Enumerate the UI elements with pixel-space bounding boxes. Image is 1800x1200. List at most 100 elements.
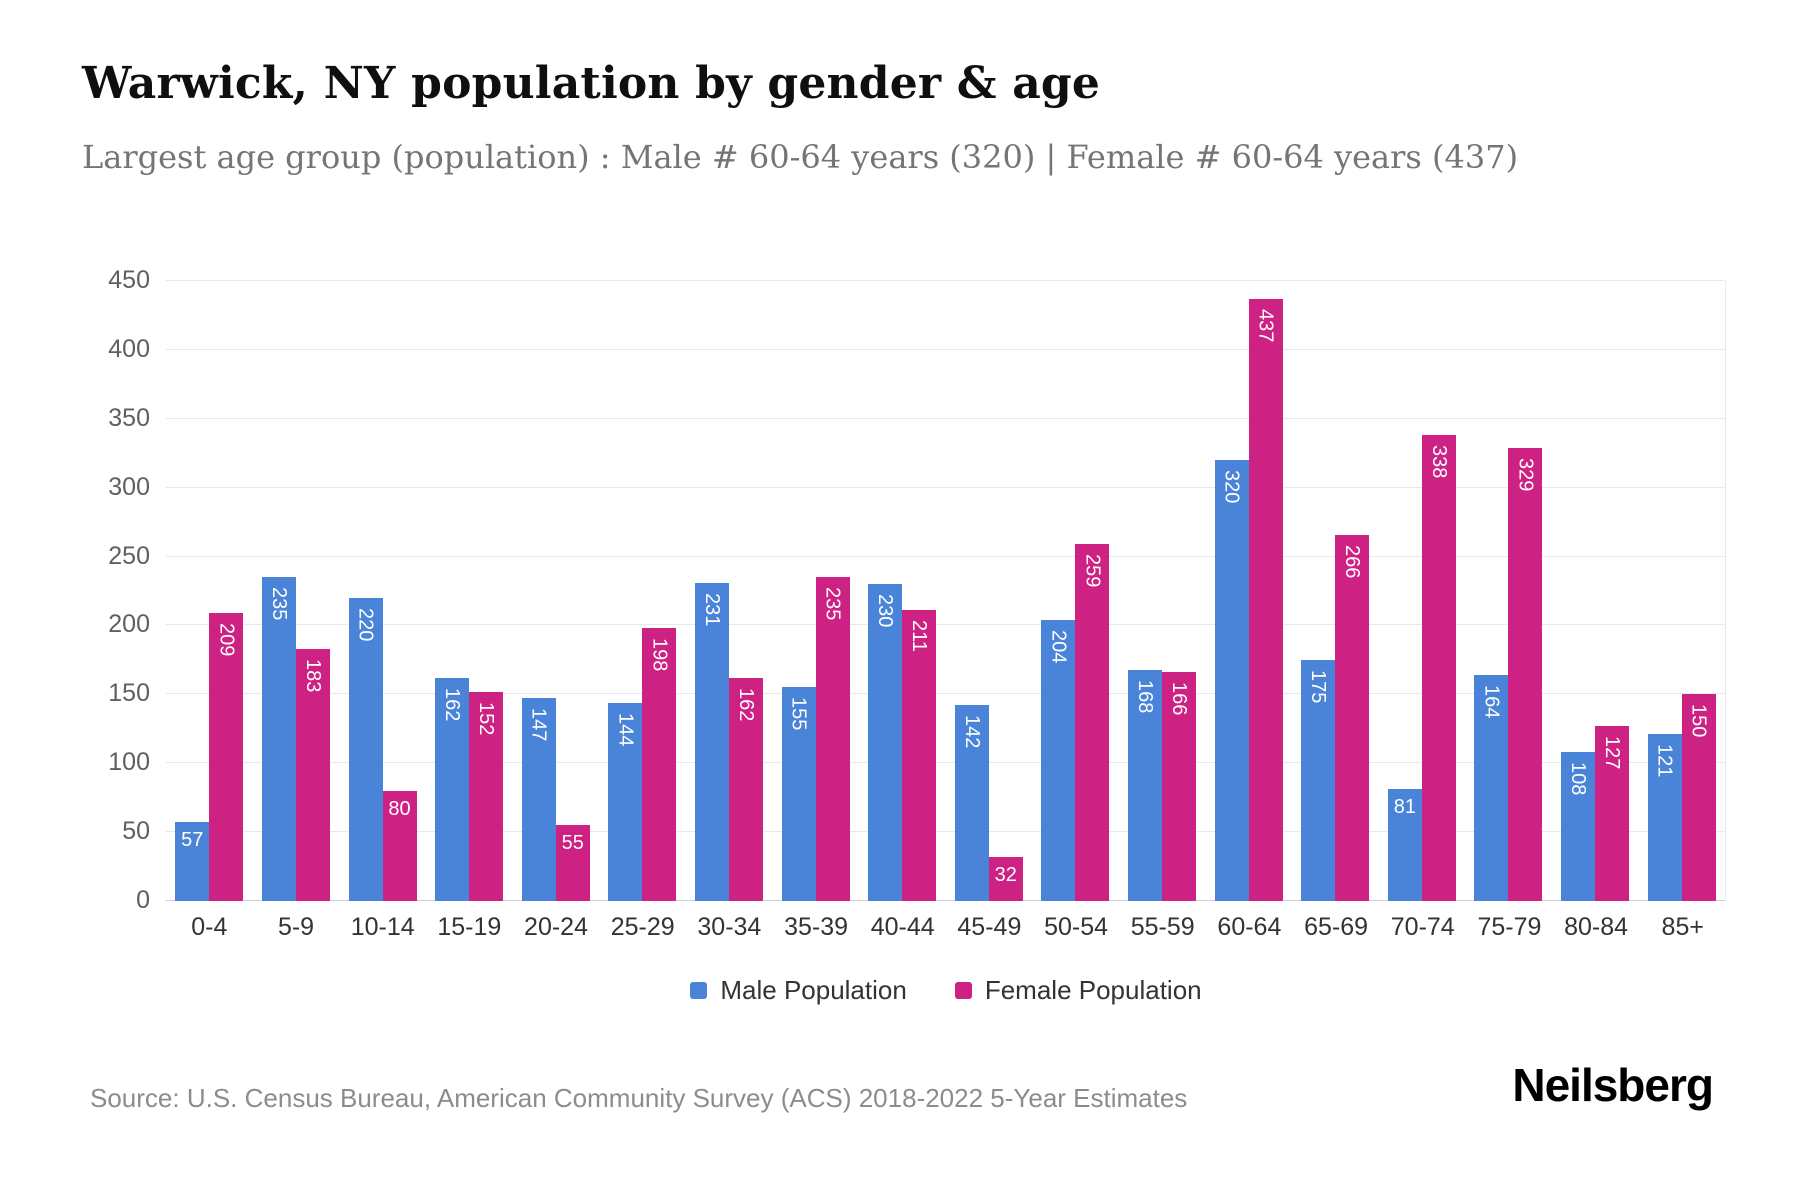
bar-value-label: 162 — [734, 687, 757, 722]
bar-group-5-9: 235 183 — [253, 281, 340, 901]
bar-value-label: 142 — [960, 715, 983, 749]
bar-female-40-44[interactable]: 211 — [902, 610, 937, 901]
bar-female-10-14[interactable]: 80 — [382, 790, 417, 901]
bar-group-0-4: 57 209 — [166, 281, 253, 901]
bar-group-55-59: 168 166 — [1119, 281, 1206, 901]
bar-male-75-79[interactable]: 164 — [1474, 675, 1509, 901]
bar-value-label: 437 — [1254, 308, 1277, 343]
bar-female-65-69[interactable]: 266 — [1335, 534, 1370, 901]
bar-male-80-84[interactable]: 108 — [1561, 752, 1596, 901]
bar-female-55-59[interactable]: 166 — [1162, 672, 1196, 901]
legend: Male Population Female Population — [166, 975, 1726, 1006]
x-tick-10-14: 10-14 — [350, 913, 415, 941]
bar-female-45-49[interactable]: 32 — [988, 856, 1023, 901]
legend-item-female[interactable]: Female Population — [954, 975, 1202, 1006]
bar-group-45-49: 142 32 — [945, 281, 1032, 901]
chart-title: Warwick, NY population by gender & age — [82, 58, 1101, 109]
neilsberg-logo: Neilsberg — [1512, 1059, 1714, 1111]
bar-female-30-34[interactable]: 162 — [728, 677, 763, 901]
bar-female-0-4[interactable]: 209 — [209, 613, 244, 901]
bar-group-20-24: 147 55 — [512, 281, 599, 901]
bar-value-label: 183 — [301, 658, 324, 693]
bar-female-60-64[interactable]: 437 — [1248, 298, 1283, 901]
bar-group-65-69: 175 266 — [1292, 281, 1379, 901]
bar-male-50-54[interactable]: 204 — [1041, 619, 1076, 901]
bar-value-label: 259 — [1081, 554, 1104, 588]
bar-value-label: 164 — [1480, 685, 1503, 719]
bar-male-0-4[interactable]: 57 — [175, 822, 210, 901]
plot-area: 57 209 235 183 220 80 162 152 147 55 144 198 231 162 1… — [166, 280, 1726, 901]
bar-group-35-39: 155 235 — [772, 281, 859, 901]
bar-male-20-24[interactable]: 147 — [521, 698, 556, 901]
x-tick-50-54: 50-54 — [1044, 913, 1109, 941]
bar-group-30-34: 231 162 — [686, 281, 773, 901]
bar-value-label: 320 — [1220, 470, 1243, 504]
bar-male-60-64[interactable]: 320 — [1214, 460, 1249, 901]
x-tick-70-74: 70-74 — [1390, 913, 1455, 941]
bar-value-label: 127 — [1601, 736, 1624, 770]
bar-female-20-24[interactable]: 55 — [555, 825, 590, 901]
legend-swatch-female — [954, 982, 972, 999]
gridline-200 — [166, 624, 1725, 626]
bar-female-80-84[interactable]: 127 — [1595, 726, 1630, 901]
bar-group-75-79: 164 329 — [1465, 281, 1552, 901]
x-tick-75-79: 75-79 — [1477, 913, 1542, 941]
gridline-300 — [166, 486, 1725, 488]
bar-male-85+[interactable]: 121 — [1647, 734, 1682, 901]
bar-value-label: 57 — [181, 829, 204, 852]
bar-male-65-69[interactable]: 175 — [1301, 659, 1336, 901]
x-tick-85+: 85+ — [1661, 913, 1704, 941]
bar-male-45-49[interactable]: 142 — [954, 705, 989, 901]
bar-group-50-54: 204 259 — [1032, 281, 1119, 901]
bar-group-25-29: 144 198 — [599, 281, 686, 901]
bar-groups: 57 209 235 183 220 80 162 152 147 55 144 198 231 162 1… — [166, 281, 1725, 901]
y-tick-200: 200 — [108, 610, 150, 639]
bar-female-70-74[interactable]: 338 — [1421, 435, 1456, 901]
bar-value-label: 204 — [1047, 629, 1070, 664]
y-tick-350: 350 — [108, 403, 150, 432]
bar-male-40-44[interactable]: 230 — [868, 584, 903, 901]
legend-label: Male Population — [720, 975, 907, 1005]
bar-value-label: 329 — [1514, 457, 1537, 492]
bar-value-label: 220 — [354, 607, 377, 642]
bar-male-10-14[interactable]: 220 — [348, 597, 383, 901]
y-tick-250: 250 — [108, 541, 150, 570]
bar-male-55-59[interactable]: 168 — [1128, 669, 1162, 901]
bar-female-50-54[interactable]: 259 — [1075, 544, 1110, 901]
gridline-150 — [166, 693, 1725, 695]
x-tick-60-64: 60-64 — [1217, 913, 1282, 941]
bar-male-15-19[interactable]: 162 — [435, 677, 470, 901]
bar-value-label: 150 — [1687, 704, 1710, 738]
bar-value-label: 168 — [1134, 679, 1156, 713]
bar-value-label: 32 — [994, 863, 1017, 886]
gridline-100 — [166, 762, 1725, 764]
x-tick-5-9: 5-9 — [277, 913, 315, 941]
x-tick-25-29: 25-29 — [610, 913, 675, 941]
y-tick-50: 50 — [122, 817, 150, 846]
bar-female-35-39[interactable]: 235 — [815, 577, 850, 901]
gridline-250 — [166, 555, 1725, 557]
x-tick-40-44: 40-44 — [870, 913, 935, 941]
bar-value-label: 152 — [475, 701, 498, 735]
bar-group-70-74: 81 338 — [1379, 281, 1466, 901]
bar-female-5-9[interactable]: 183 — [295, 648, 330, 901]
gridline-0 — [166, 900, 1725, 901]
bar-male-35-39[interactable]: 155 — [781, 687, 816, 901]
bar-female-75-79[interactable]: 329 — [1508, 447, 1543, 901]
bar-female-25-29[interactable]: 198 — [642, 628, 677, 901]
bar-group-40-44: 230 211 — [859, 281, 946, 901]
y-axis-tick-labels: 0 50 100 150 200 250 300 350 400 450 — [58, 266, 150, 914]
bar-male-25-29[interactable]: 144 — [608, 702, 643, 901]
y-tick-450: 450 — [108, 266, 150, 294]
bar-female-15-19[interactable]: 152 — [469, 691, 504, 901]
legend-item-male[interactable]: Male Population — [690, 975, 907, 1006]
bar-male-70-74[interactable]: 81 — [1387, 789, 1422, 901]
bar-group-15-19: 162 152 — [426, 281, 513, 901]
x-tick-30-34: 30-34 — [697, 913, 762, 941]
bar-male-30-34[interactable]: 231 — [694, 582, 729, 901]
bar-value-label: 266 — [1341, 544, 1364, 578]
bar-male-5-9[interactable]: 235 — [261, 577, 296, 901]
legend-label: Female Population — [984, 975, 1202, 1005]
bar-female-85+[interactable]: 150 — [1681, 694, 1716, 901]
